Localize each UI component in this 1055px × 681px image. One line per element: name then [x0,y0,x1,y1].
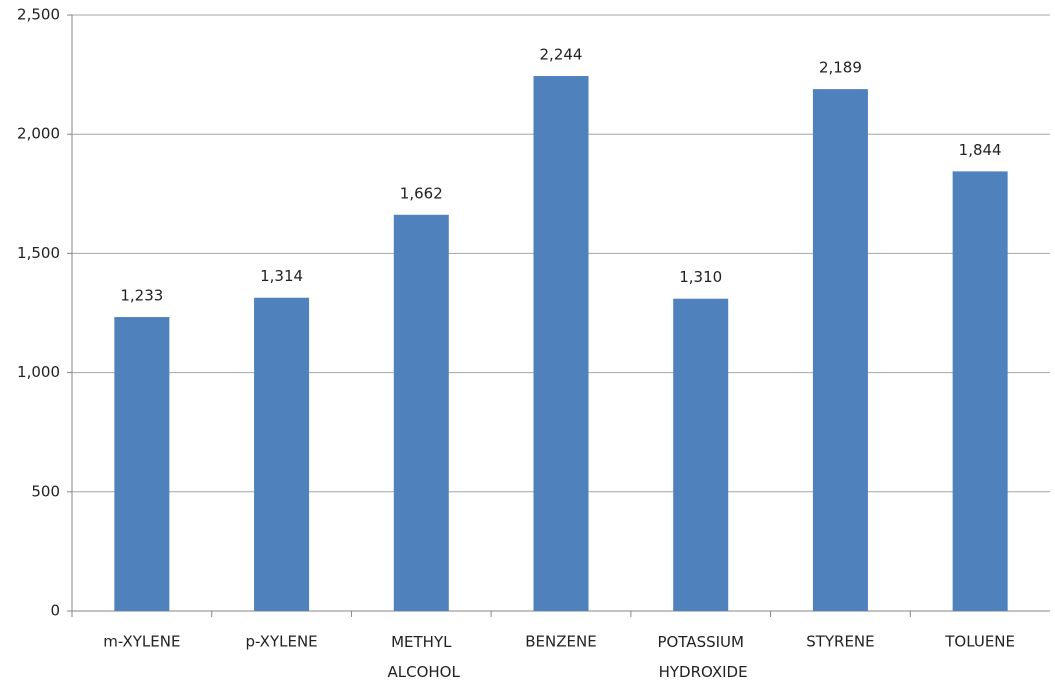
bar [673,298,729,611]
x-tick-label: m-XYLENE [103,633,180,651]
value-label: 2,189 [819,59,862,77]
bar [393,214,449,611]
x-tick-label: METHYL ALCOHOL [383,633,461,681]
x-tick-label: TOLUENE [944,633,1015,651]
bar [114,317,170,611]
y-tick-label: 500 [31,482,60,500]
x-tick-label: POTASSIUM HYDROXIDE [654,633,748,681]
value-label: 1,844 [959,141,1002,159]
y-tick-label: 2,500 [17,6,60,24]
x-tick-label: STYRENE [806,633,874,651]
bar [812,89,868,612]
value-label: 1,662 [400,184,443,202]
x-tick-label: BENZENE [525,633,596,651]
bar [254,297,310,611]
bar [952,171,1008,612]
value-label: 1,233 [120,287,163,305]
value-label: 1,310 [679,268,722,286]
y-tick-label: 0 [50,602,60,620]
x-tick-label: p-XYLENE [245,633,317,651]
bar [533,76,589,612]
value-label: 1,314 [260,267,303,285]
y-tick-label: 1,000 [17,363,60,381]
y-tick-label: 1,500 [17,244,60,262]
y-tick-label: 2,000 [17,125,60,143]
value-label: 2,244 [540,46,583,64]
